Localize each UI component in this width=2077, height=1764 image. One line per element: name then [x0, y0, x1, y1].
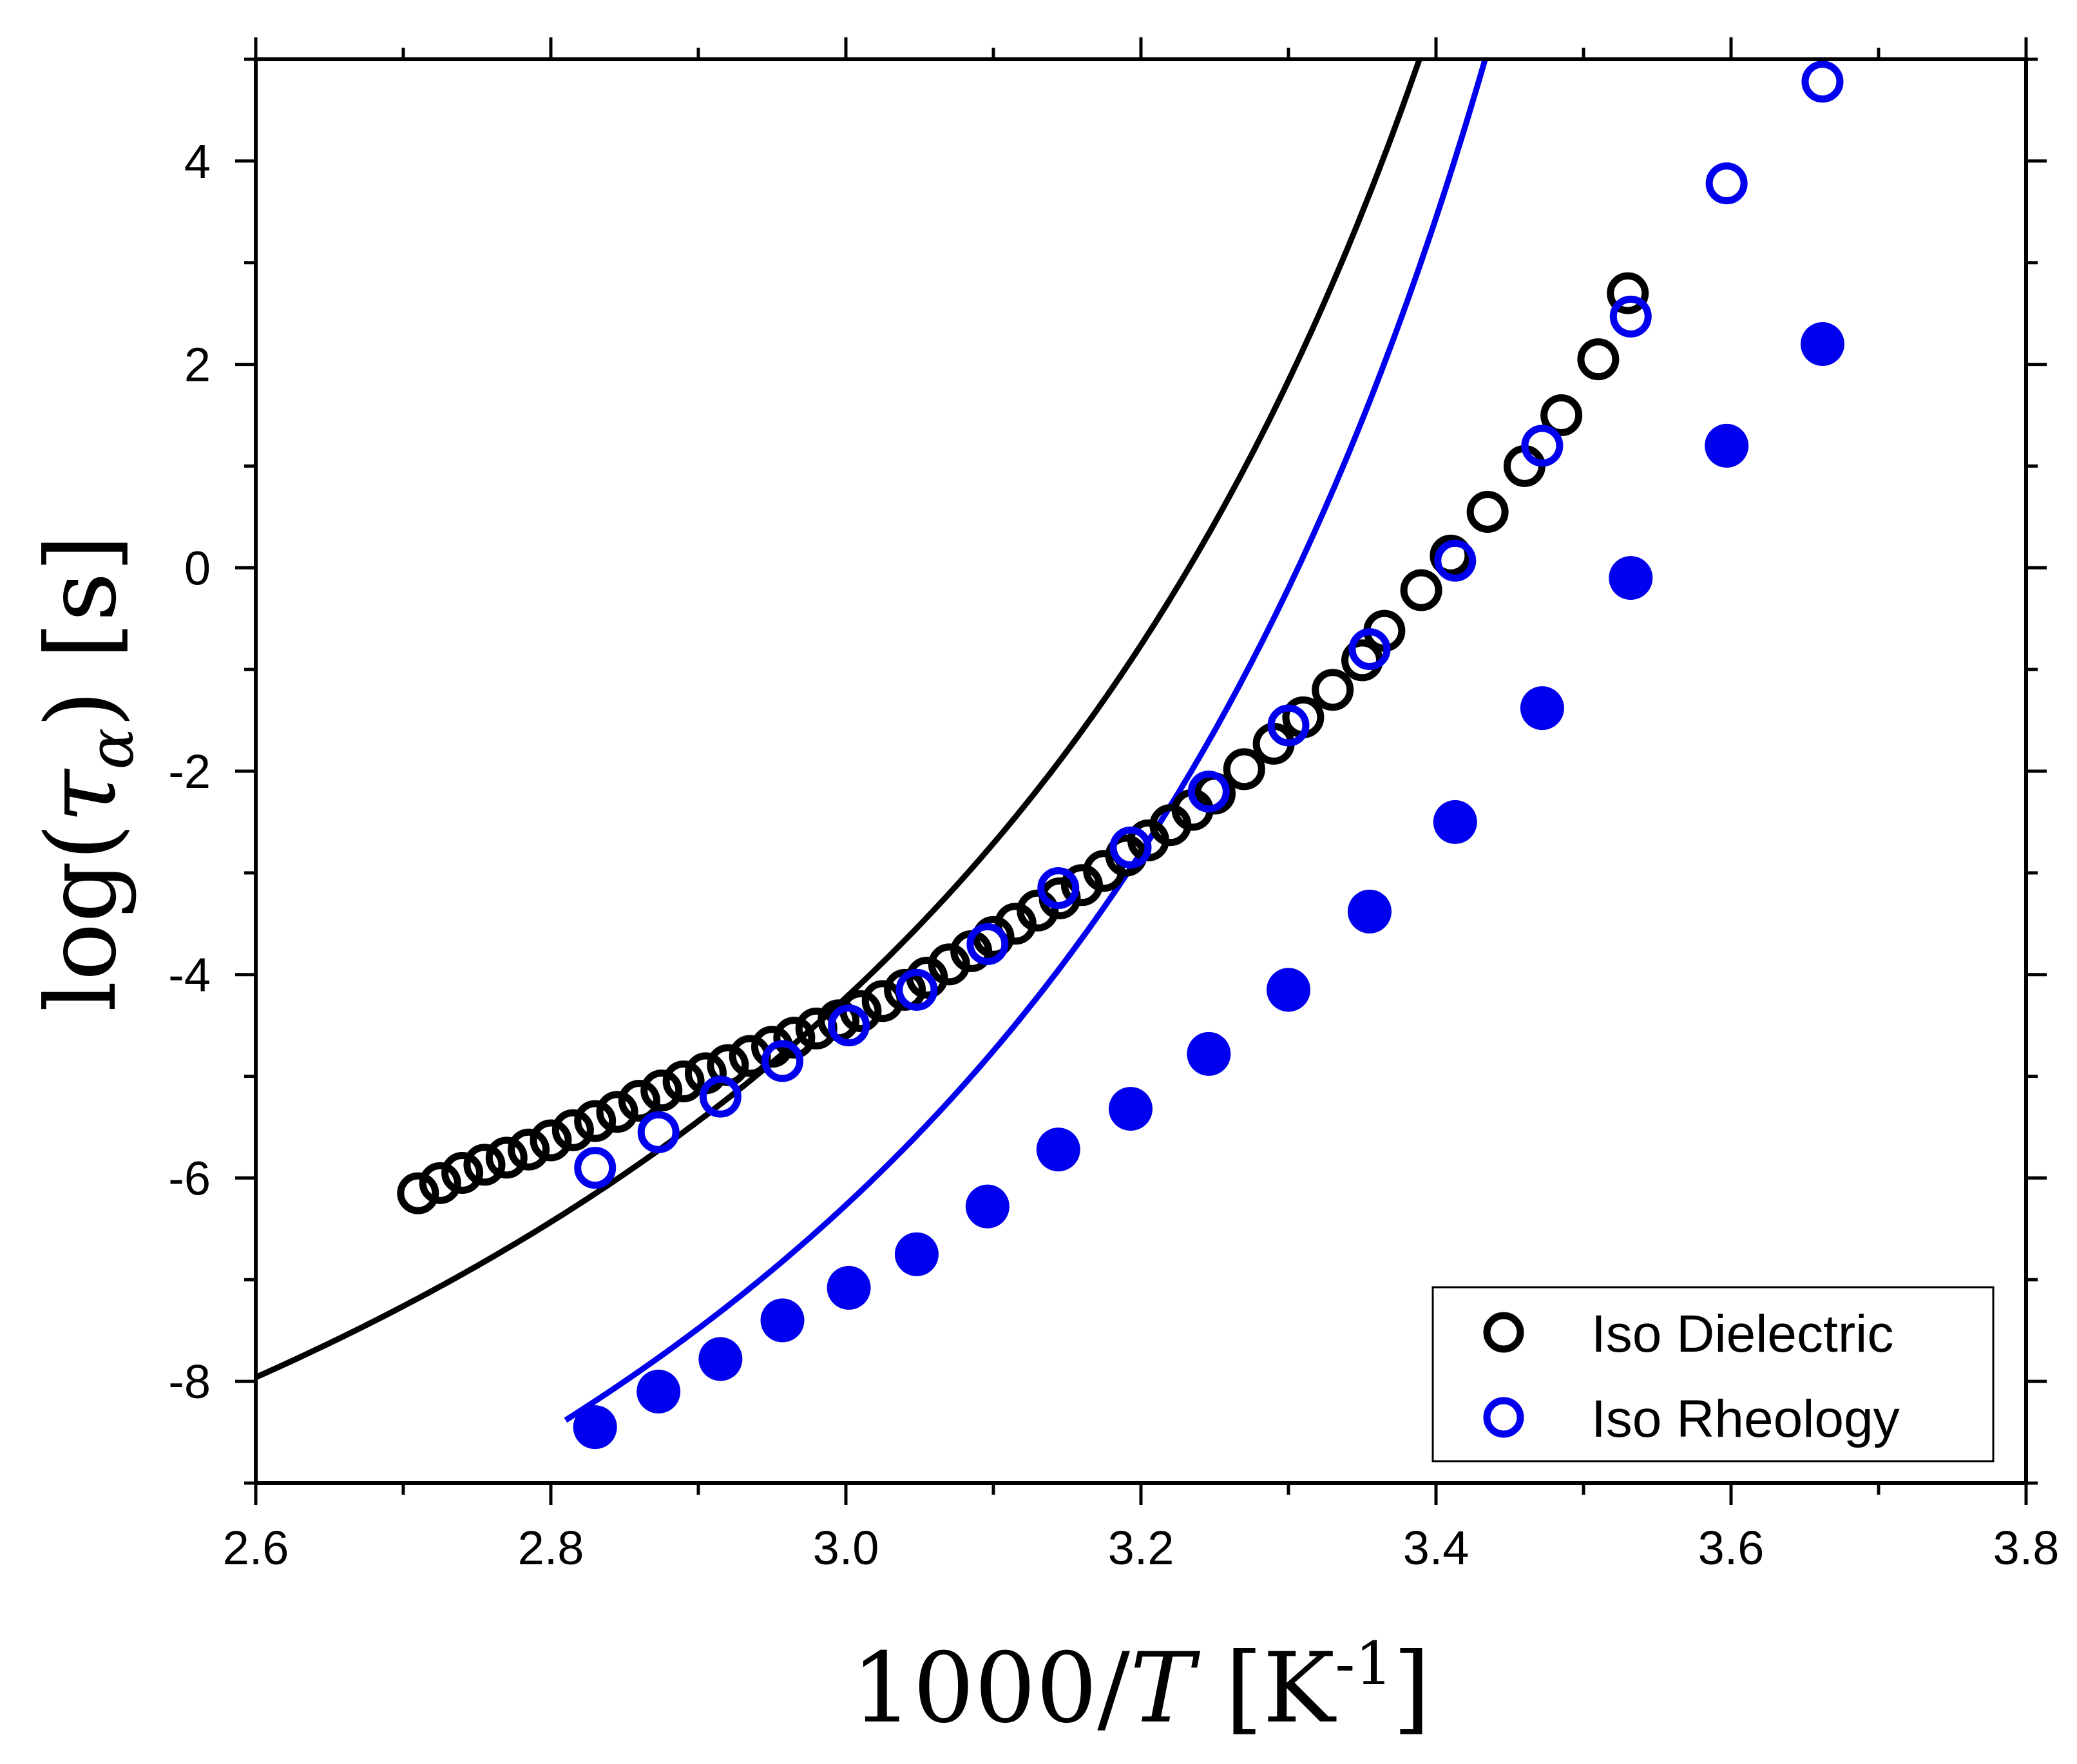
x-axis-title-sup: -1: [1335, 1629, 1393, 1698]
y-axis-title: log(τα) [s]: [26, 535, 148, 1012]
open-data-point: [1312, 669, 1354, 711]
legend-marker-iso-dielectric: [1483, 1312, 1524, 1353]
open-data-point: [1705, 162, 1748, 205]
x-tick-label: 2.6: [223, 1521, 289, 1575]
legend: Iso Dielectric Iso Rheology: [1431, 1286, 1995, 1462]
open-data-point: [1348, 628, 1391, 671]
plot-frame: [254, 57, 2028, 1485]
x-axis-title-var: T: [1130, 1633, 1201, 1745]
filled-data-point: [573, 1405, 617, 1450]
open-data-point: [1540, 394, 1583, 436]
filled-data-point: [1187, 1031, 1231, 1076]
open-data-point: [828, 1004, 870, 1047]
open-data-point: [640, 1069, 683, 1112]
filled-data-point: [1800, 322, 1844, 366]
y-tick-label: -6: [168, 1151, 211, 1205]
legend-label-iso-dielectric: Iso Dielectric: [1591, 1305, 1893, 1363]
open-data-point: [419, 1162, 461, 1204]
open-data-point: [773, 1017, 816, 1059]
y-tick-label: 4: [184, 135, 211, 188]
y-tick-label: 0: [184, 541, 211, 595]
fit-curve: [564, 59, 1488, 1423]
open-data-point: [662, 1060, 705, 1102]
open-data-point: [1267, 704, 1310, 747]
open-data-point: [884, 968, 926, 1011]
open-data-point: [1521, 425, 1564, 467]
y-tick-label: 2: [184, 338, 211, 392]
filled-data-point: [1036, 1127, 1080, 1172]
x-tick-label: 3.6: [1698, 1521, 1765, 1575]
open-data-point: [1187, 771, 1230, 813]
open-data-point: [574, 1100, 617, 1142]
y-axis-title-func: log(: [26, 823, 138, 1012]
filled-data-point: [1609, 556, 1653, 600]
y-tick-label: -4: [168, 948, 211, 1002]
x-tick-label: 3.2: [1108, 1521, 1174, 1575]
filled-data-point: [894, 1232, 939, 1276]
open-data-point: [1801, 61, 1844, 103]
open-data-point: [485, 1136, 528, 1179]
filled-data-point: [1433, 800, 1477, 844]
filled-data-point: [636, 1369, 681, 1414]
y-tick-label: -2: [168, 745, 211, 798]
open-data-point: [1223, 748, 1265, 791]
x-axis-title-close: ]: [1393, 1633, 1431, 1745]
x-tick-label: 3.0: [813, 1521, 879, 1575]
x-axis-title-unit: [K: [1194, 1633, 1337, 1745]
x-tick-label: 3.4: [1403, 1521, 1469, 1575]
legend-box: [1431, 1286, 1995, 1462]
filled-data-point: [1267, 968, 1310, 1012]
open-data-point: [637, 1111, 680, 1153]
open-data-point: [397, 1172, 439, 1214]
y-axis-title-sub: α: [75, 728, 148, 770]
open-data-point: [699, 1075, 742, 1118]
open-data-point: [1434, 539, 1477, 582]
y-axis-title-unit: [s]: [26, 535, 138, 691]
legend-marker-iso-rheology: [1483, 1397, 1524, 1438]
open-data-point: [574, 1147, 617, 1189]
filled-data-point: [1705, 423, 1749, 468]
open-data-point: [618, 1079, 660, 1122]
open-data-point: [1109, 826, 1152, 868]
open-data-point: [596, 1091, 638, 1133]
filled-data-point: [698, 1337, 743, 1381]
open-data-point: [761, 1040, 804, 1082]
filled-data-point: [760, 1298, 805, 1343]
y-axis-title-var: τ: [26, 769, 138, 823]
open-data-point: [895, 968, 938, 1011]
x-tick-label: 3.8: [1993, 1521, 2060, 1575]
x-axis-title-prefix: 1000/: [852, 1633, 1131, 1745]
open-data-point: [1466, 490, 1509, 533]
open-data-point: [1609, 295, 1652, 338]
open-data-point: [1607, 272, 1649, 314]
open-data-point: [463, 1144, 506, 1186]
fit-curve: [256, 59, 1423, 1380]
y-tick-label: -8: [168, 1355, 211, 1408]
filled-data-point: [1520, 686, 1564, 731]
legend-label-iso-rheology: Iso Rheology: [1591, 1390, 1900, 1448]
open-data-point: [1017, 889, 1059, 932]
filled-data-point: [1347, 889, 1392, 934]
x-axis-title: 1000/T [K-1]: [852, 1629, 1431, 1745]
open-data-point: [530, 1119, 572, 1162]
open-data-point: [1577, 338, 1620, 381]
open-data-point: [441, 1152, 484, 1194]
filled-data-point: [827, 1265, 871, 1310]
filled-data-point: [1108, 1087, 1153, 1131]
open-data-point: [1037, 867, 1080, 910]
y-axis-title-close: ): [26, 690, 138, 728]
open-data-point: [551, 1109, 594, 1151]
open-data-point: [508, 1128, 550, 1171]
x-tick-label: 2.8: [518, 1521, 584, 1575]
filled-data-point: [965, 1184, 1010, 1229]
open-data-point: [966, 923, 1009, 965]
open-data-point: [1400, 569, 1442, 611]
